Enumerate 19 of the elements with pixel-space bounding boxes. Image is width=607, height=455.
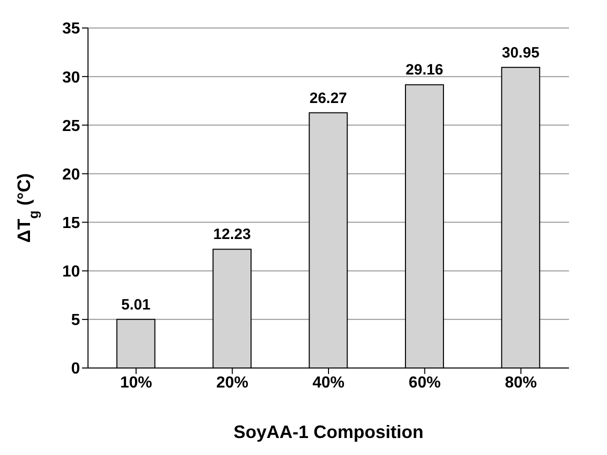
- x-tick-label: 60%: [408, 374, 441, 392]
- x-axis-title: SoyAA-1 Composition: [233, 422, 424, 442]
- x-tick-label: 40%: [312, 374, 345, 392]
- data-label: 29.16: [406, 62, 444, 79]
- x-tick-label: 20%: [216, 374, 248, 392]
- data-label: 12.23: [213, 226, 251, 244]
- x-tick-label: 80%: [504, 374, 537, 392]
- x-tick-label: 10%: [120, 374, 152, 392]
- y-tick-label: 25: [62, 118, 80, 135]
- y-tick-label: 30: [62, 69, 80, 86]
- data-label: 5.01: [121, 296, 150, 314]
- y-tick-label: 10: [62, 264, 80, 281]
- y-tick-label: 20: [62, 166, 80, 184]
- y-tick-label: 15: [62, 214, 80, 232]
- data-label: 26.27: [309, 90, 348, 107]
- y-tick-label: 0: [71, 360, 80, 378]
- data-label: 30.95: [502, 44, 540, 62]
- y-tick-label: 35: [62, 20, 80, 38]
- y-tick-label: 5: [71, 312, 80, 330]
